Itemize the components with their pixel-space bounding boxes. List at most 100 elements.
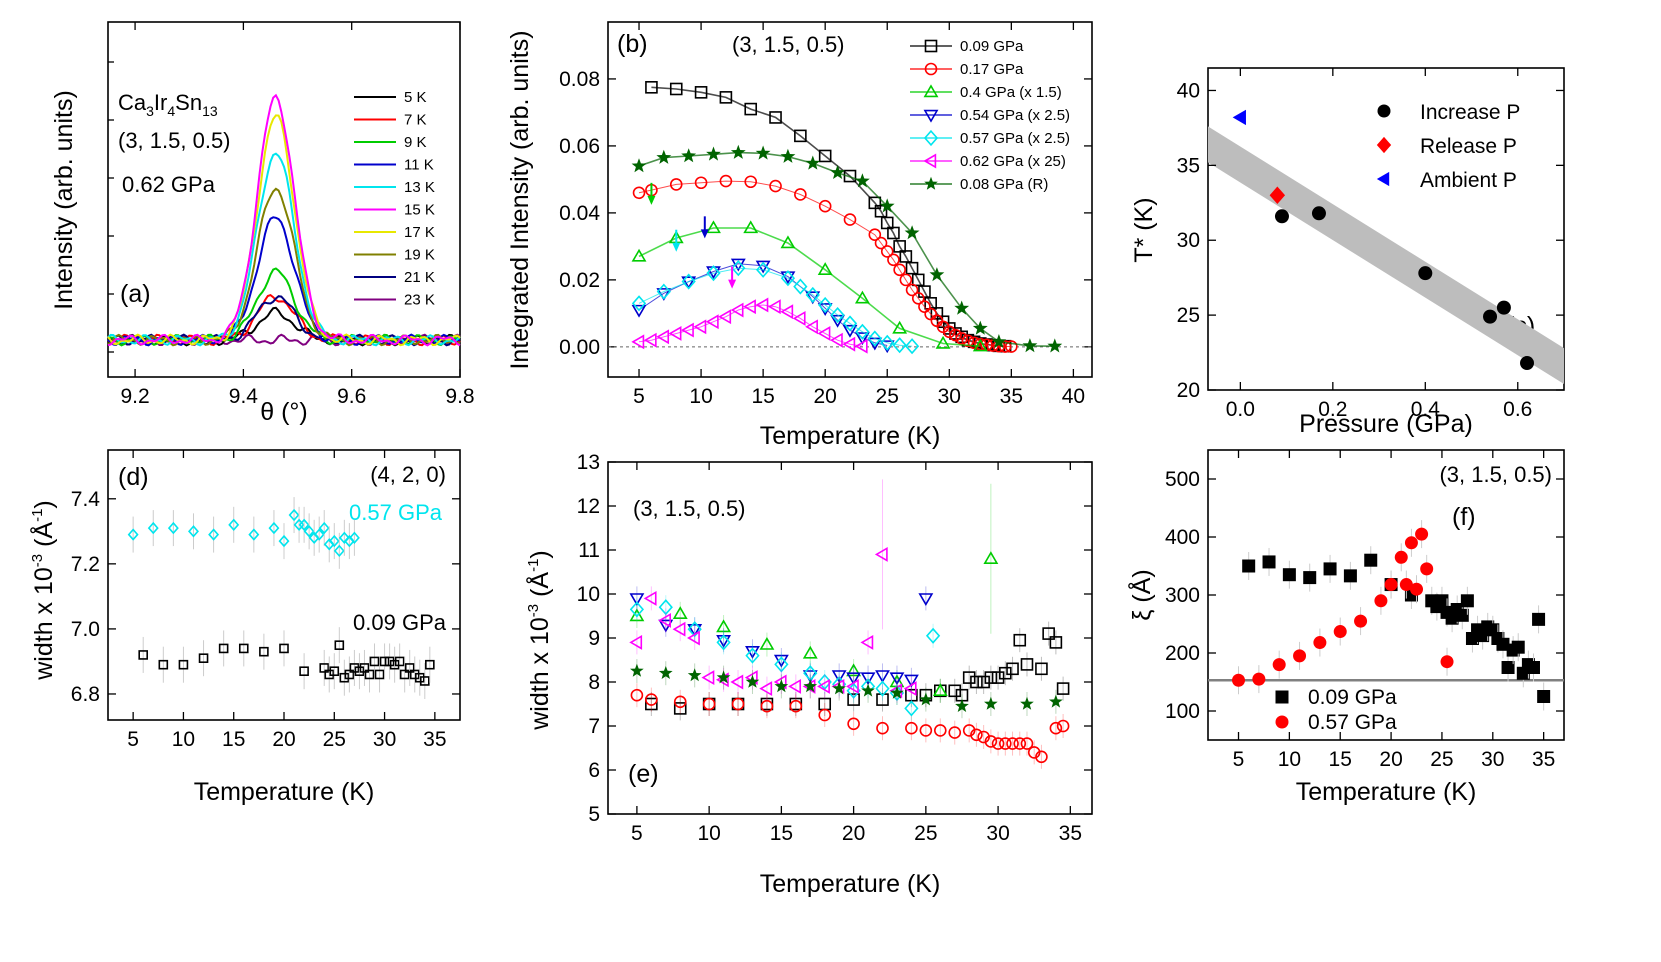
panel-b-point (792, 310, 806, 326)
panel-f-point (1435, 594, 1449, 608)
panel-e-point (803, 679, 818, 693)
panel-e-xtick-label: 25 (914, 822, 937, 845)
panel-d: width x 10-3 (Å-1) Temperature (K) (d) (… (28, 449, 461, 806)
panel-e-point (1020, 737, 1034, 750)
panel-e-point (1006, 662, 1019, 676)
panel-e-point (876, 721, 889, 735)
panel-f-point (1242, 559, 1256, 573)
panel-e-point (1013, 633, 1027, 647)
panel-d-point (259, 646, 269, 657)
panel-b-point (780, 270, 796, 287)
panel-d-point (334, 640, 345, 650)
panel-b-legend-marker (924, 62, 938, 76)
panel-e-point (629, 608, 645, 622)
panel-d-point (278, 534, 290, 548)
panel-e-point (999, 737, 1012, 750)
panel-e-point (991, 671, 1005, 684)
panel-d-frame (107, 449, 461, 721)
panel-b-point (880, 334, 895, 351)
panel-f-xtick-label: 10 (1278, 748, 1301, 771)
panel-d-point (374, 669, 385, 680)
panel-b-series-line (638, 304, 863, 347)
panel-b-point (949, 328, 962, 342)
panel-f-point (1410, 582, 1424, 596)
panel-e-ytick-label: 13 (577, 451, 600, 474)
panel-e-point (789, 699, 803, 713)
panel-b-point (893, 263, 906, 277)
panel-d-point (298, 518, 310, 532)
panel-b-point (681, 322, 694, 338)
panel-b-legend-label: 0.62 GPa (x 25) (960, 153, 1066, 170)
panel-d-label-057: 0.57 GPa (349, 500, 443, 525)
panel-b-point (867, 330, 882, 347)
panel-b-point (1047, 338, 1063, 353)
panel-b-point (718, 309, 732, 325)
panel-f-legend-marker (1275, 690, 1289, 704)
panel-d-point (127, 528, 139, 541)
panel-e-point (673, 695, 687, 709)
panel-f-ytick-label: 100 (1165, 700, 1200, 723)
panel-f-xlabel: Temperature (K) (1296, 778, 1477, 806)
panel-e-point (847, 693, 860, 706)
panel-a-legend-label: 13 K (404, 179, 435, 196)
panel-e-point (1020, 696, 1034, 710)
panel-e-ytick-label: 9 (588, 627, 600, 650)
panel-c-plot: 0.0 0.2 0.4 0.6 20 25 30 35 40 (1177, 68, 1564, 421)
panel-b-point (830, 314, 846, 328)
panel-f-xtick-label: 35 (1532, 748, 1555, 771)
panel-e-hkl: (3, 1.5, 0.5) (633, 496, 746, 521)
panel-a-legend-label: 17 K (404, 224, 435, 241)
panel-b-point (887, 226, 900, 240)
panel-d-point (344, 669, 355, 680)
panel-b-point (904, 338, 920, 355)
panel-e-point (875, 670, 890, 684)
panel-b-point (645, 81, 658, 94)
panel-e-point (832, 681, 846, 695)
panel-c-xtick-label: 0.4 (1411, 398, 1441, 421)
panel-e-point (687, 630, 700, 646)
panel-b-point (879, 198, 895, 213)
panel-b-point (818, 149, 832, 163)
panel-e-point (890, 685, 904, 699)
panel-d-point (299, 666, 309, 677)
panel-b-point (769, 111, 782, 124)
panel-b-point (924, 307, 937, 321)
panel-e-point (702, 697, 716, 711)
panel-d-point (147, 521, 159, 535)
panel-e-point (984, 671, 998, 684)
panel-b-point (935, 335, 951, 349)
panel-b-point (829, 332, 843, 348)
panel-d-xtick-label: 30 (373, 728, 396, 751)
panel-c-legend-marker (1376, 136, 1392, 154)
panel-f-point (1511, 640, 1525, 654)
panel-e-point (1049, 694, 1063, 708)
panel-b-point (706, 146, 721, 161)
panel-b-xlabel: Temperature (K) (760, 422, 941, 450)
panel-d-xtick-label: 35 (423, 728, 446, 751)
panel-d-point (319, 663, 330, 673)
panel-e-point (1049, 636, 1063, 649)
panel-c-point (1274, 209, 1289, 224)
panel-b-point (830, 306, 845, 324)
panel-a-xtick-label: 9.2 (120, 385, 149, 408)
panel-b-point (868, 228, 882, 241)
panel-e-point (630, 663, 644, 677)
panel-b-point (842, 324, 858, 338)
panel-b-xtick-label: 5 (633, 385, 645, 408)
panel-b-point (854, 332, 870, 346)
panel-e-point (846, 672, 862, 686)
panel-f-point (1252, 672, 1266, 686)
panel-b-arrow-head (647, 195, 656, 205)
panel-a-legend-label: 15 K (404, 202, 435, 219)
panel-e-point (716, 670, 731, 684)
panel-d-point (359, 663, 370, 673)
panel-c-xlabel: Pressure (GPa) (1299, 410, 1473, 438)
panel-b-point (991, 334, 1007, 349)
panel-d-point (228, 518, 240, 532)
panel-e-point (760, 699, 774, 713)
panel-b-point (743, 220, 759, 234)
panel-a-legend-label: 11 K (404, 157, 434, 174)
panel-f-point (1343, 569, 1357, 583)
panel-d-point (198, 653, 209, 663)
